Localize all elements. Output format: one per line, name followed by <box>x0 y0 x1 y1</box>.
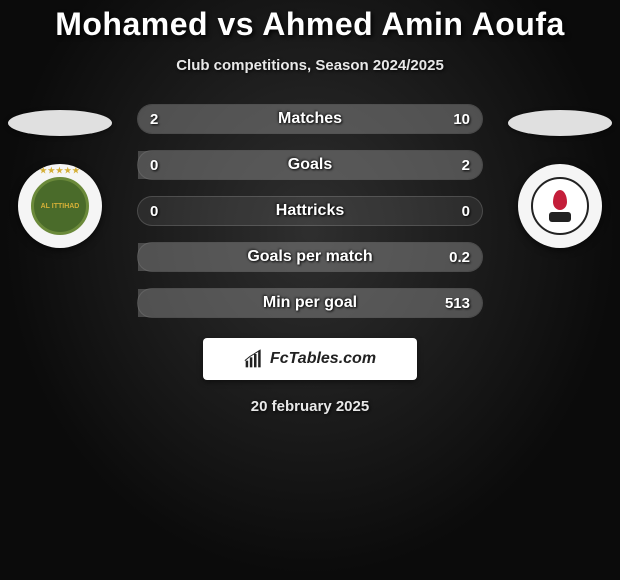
stat-value-right: 0 <box>462 203 470 220</box>
stat-bar: 0 Goals 2 <box>137 150 483 180</box>
stat-bar: Goals per match 0.2 <box>137 242 483 272</box>
brand-text: FcTables.com <box>270 350 376 368</box>
stat-label: Goals <box>288 156 332 174</box>
stat-bar: Min per goal 513 <box>137 288 483 318</box>
flag-left <box>8 110 112 136</box>
stat-value-left: 2 <box>150 111 158 128</box>
infographic-container: Mohamed vs Ahmed Amin Aoufa Club competi… <box>0 0 620 580</box>
team-crest-right <box>531 177 589 235</box>
date-text: 20 february 2025 <box>251 398 369 415</box>
page-title: Mohamed vs Ahmed Amin Aoufa <box>55 6 565 43</box>
stat-value-left: 0 <box>150 203 158 220</box>
stat-label: Hattricks <box>276 202 344 220</box>
team-crest-left: AL ITTIHAD <box>31 177 89 235</box>
subtitle: Club competitions, Season 2024/2025 <box>176 57 444 74</box>
stat-value-right: 2 <box>462 157 470 174</box>
stat-label: Min per goal <box>263 294 357 312</box>
stat-label: Matches <box>278 110 342 128</box>
stat-value-right: 10 <box>453 111 470 128</box>
stat-bar: 0 Hattricks 0 <box>137 196 483 226</box>
stat-label: Goals per match <box>247 248 372 266</box>
stat-value-right: 0.2 <box>449 249 470 266</box>
stat-value-left: 0 <box>150 157 158 174</box>
flag-right <box>508 110 612 136</box>
bar-fill-left <box>138 105 195 133</box>
team-badge-right <box>518 164 602 248</box>
team-badge-left: AL ITTIHAD <box>18 164 102 248</box>
stat-bar: 2 Matches 10 <box>137 104 483 134</box>
flame-icon <box>553 190 567 210</box>
stats-area: AL ITTIHAD 2 Matches 10 0 Goals 2 0 Hattricks 0 G… <box>0 104 620 318</box>
brand-box[interactable]: FcTables.com <box>203 338 417 380</box>
stat-bars: 2 Matches 10 0 Goals 2 0 Hattricks 0 Goals per ma… <box>137 104 483 318</box>
stat-value-right: 513 <box>445 295 470 312</box>
bar-chart-icon <box>244 349 264 369</box>
